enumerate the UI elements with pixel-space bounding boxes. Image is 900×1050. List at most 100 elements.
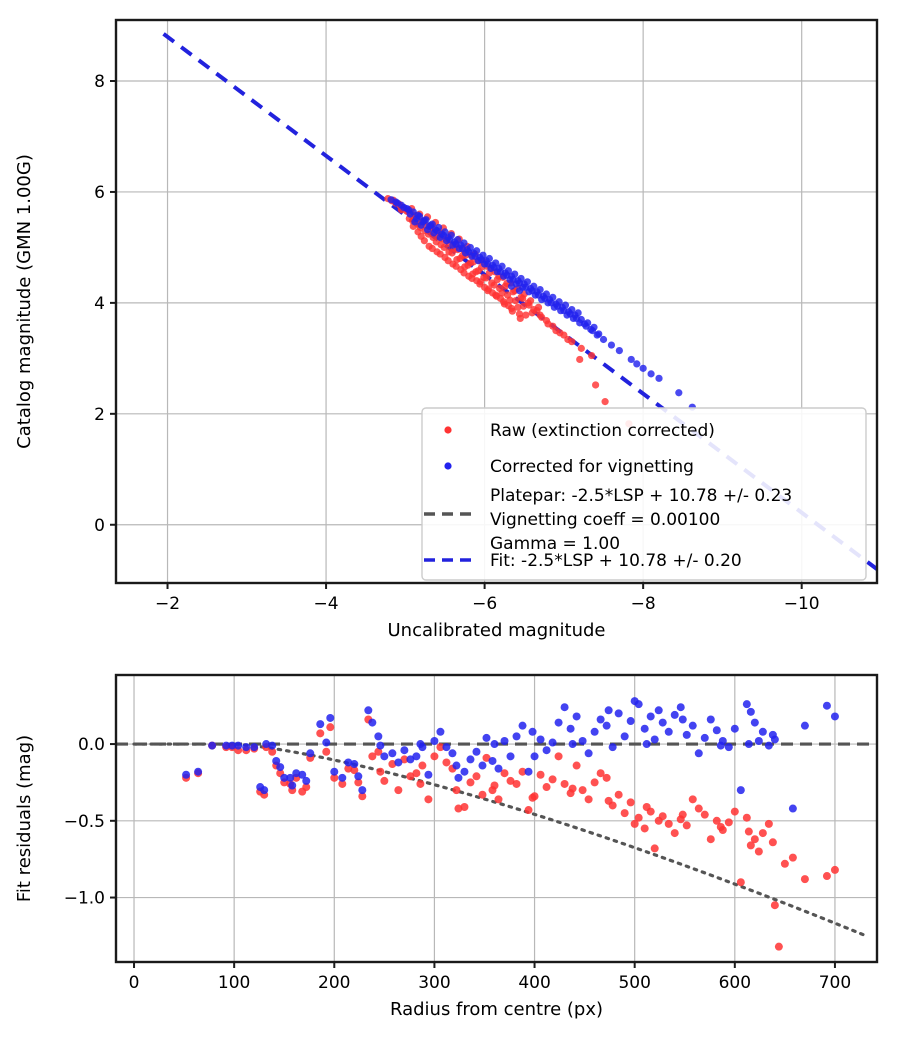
data-point [830,712,839,721]
data-layer [162,32,877,571]
data-point [452,761,461,770]
data-point [452,786,461,795]
data-point [511,297,520,305]
data-point [528,727,537,736]
data-point [302,776,311,785]
data-point [436,250,444,258]
data-point [440,243,448,252]
data-point [658,812,667,821]
residuals-plot-canvas: 0 100 200 300 400 500 600 700 0.0 −0.5 −1.0 Radius … [14,673,879,1020]
data-point [744,827,753,836]
data-point [376,741,385,750]
data-point [228,741,237,750]
data-point [515,310,524,318]
data-point [630,819,639,828]
data-point [394,758,403,767]
data-point [364,706,373,715]
y-tick-label: 0.0 [78,735,105,755]
data-point [646,712,655,721]
data-point [376,767,385,776]
data-point [591,381,600,389]
data-point [614,709,623,718]
data-point [534,303,543,311]
data-point [542,317,551,325]
data-point [512,732,521,741]
data-point [482,733,491,742]
scatter-series-corrected [387,196,696,411]
data-point [572,761,581,770]
data-point [584,795,593,804]
data-point [518,767,527,776]
data-point [602,773,611,782]
data-point [480,273,488,281]
data-point [664,727,673,736]
data-point [730,807,739,816]
data-point [754,736,763,745]
data-point [406,755,415,764]
data-point [468,274,476,283]
data-point [306,749,315,758]
data-point [472,772,481,781]
data-point [770,901,779,910]
data-point [344,764,353,773]
legend-label-corrected: Corrected for vignetting [490,457,694,477]
legend-label-platepar-line: Platepar: -2.5*LSP + 10.78 +/- 0.23 [490,486,792,506]
data-point [750,835,759,844]
data-point [716,822,725,831]
data-point [664,819,673,828]
y-tick-label: 0 [94,516,105,536]
data-point [528,793,537,802]
data-point [730,724,739,733]
data-point [454,804,463,813]
data-point [572,712,581,721]
data-point [504,291,512,299]
data-point [788,853,797,862]
data-point [694,749,703,758]
data-point [602,721,611,730]
data-point [528,287,536,295]
data-point [388,760,397,769]
data-point [412,752,421,761]
data-point [424,795,433,804]
data-point [208,741,217,750]
data-point [506,752,515,761]
data-point [260,786,269,795]
data-point [411,218,419,226]
data-point [634,700,643,709]
data-point [640,824,649,833]
data-point [800,875,809,884]
data-point [553,302,562,310]
data-point [452,262,460,270]
data-point [608,743,617,752]
data-point [472,747,481,756]
data-point [472,268,480,276]
data-point [446,236,454,244]
data-point [476,280,484,288]
data-point [478,790,487,799]
data-point [496,284,504,293]
data-point [724,743,733,752]
data-point [393,199,402,207]
x-tick-label: 600 [719,973,751,993]
data-point [436,743,445,752]
data-point [374,732,383,741]
data-point [420,217,428,225]
data-point [280,773,289,782]
data-point [556,329,564,337]
data-point [471,252,479,260]
data-point [568,740,577,749]
data-point [430,752,439,761]
data-point [458,244,467,253]
data-point [302,783,311,792]
data-point [746,707,755,716]
data-point [460,269,468,277]
data-point [400,746,409,755]
data-point [764,741,773,750]
data-point [330,767,339,776]
data-point [430,736,439,745]
data-point [642,740,651,749]
data-point [387,196,395,204]
data-point [518,721,527,730]
data-point [536,770,545,779]
data-point [640,724,649,733]
